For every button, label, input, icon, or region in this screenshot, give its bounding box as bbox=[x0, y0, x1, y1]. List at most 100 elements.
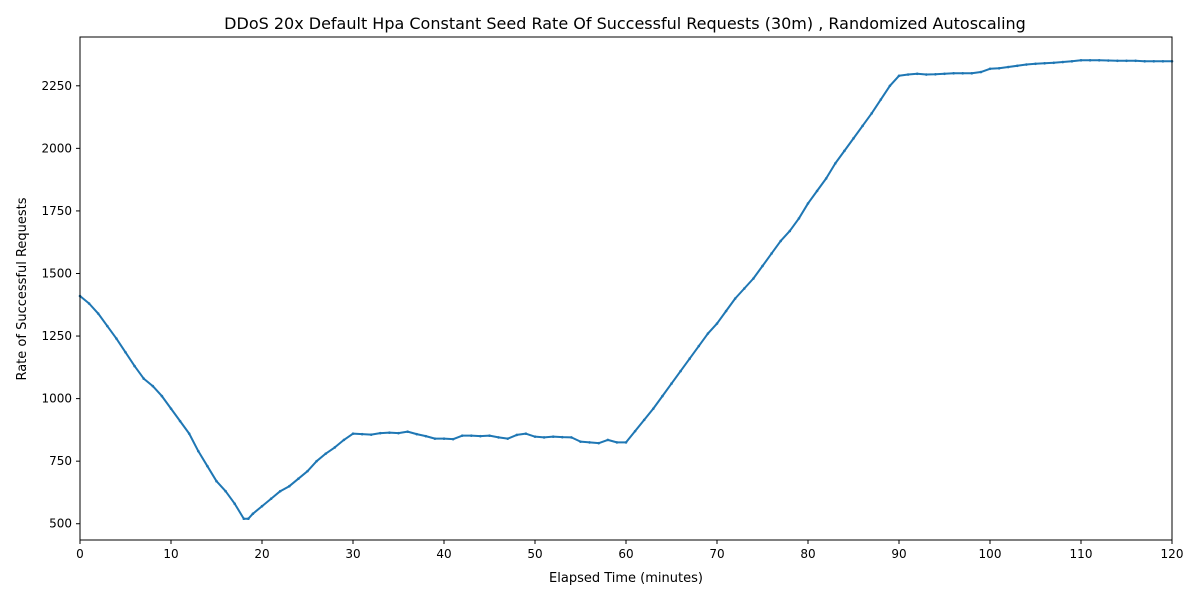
data-point bbox=[133, 364, 136, 368]
data-point bbox=[906, 73, 910, 76]
data-point bbox=[843, 149, 846, 153]
data-point bbox=[797, 217, 801, 220]
data-point bbox=[87, 302, 91, 305]
data-point bbox=[1016, 64, 1019, 68]
x-tick-label: 0 bbox=[76, 547, 84, 561]
data-point bbox=[379, 431, 382, 435]
data-point bbox=[997, 66, 1001, 70]
x-tick-label: 20 bbox=[254, 547, 269, 561]
y-tick-label: 1000 bbox=[41, 392, 72, 406]
data-point bbox=[306, 469, 309, 473]
data-point bbox=[1043, 61, 1046, 65]
data-point bbox=[925, 73, 928, 76]
data-point bbox=[324, 452, 328, 455]
data-point bbox=[297, 477, 300, 480]
data-point bbox=[242, 517, 246, 521]
data-point bbox=[706, 332, 710, 335]
data-point bbox=[606, 438, 610, 442]
data-point bbox=[397, 431, 400, 435]
data-point bbox=[661, 394, 664, 398]
data-point bbox=[96, 312, 100, 315]
data-point bbox=[479, 434, 482, 438]
data-point bbox=[570, 436, 573, 439]
data-point bbox=[733, 297, 737, 300]
series-line bbox=[79, 59, 1172, 520]
data-point bbox=[542, 436, 546, 439]
data-point bbox=[406, 430, 409, 433]
y-tick-label: 750 bbox=[49, 454, 72, 468]
data-point bbox=[879, 98, 883, 101]
y-tick-label: 1500 bbox=[41, 266, 72, 280]
data-point bbox=[724, 309, 728, 313]
data-point bbox=[670, 382, 673, 385]
x-tick-label: 50 bbox=[527, 547, 542, 561]
data-point bbox=[688, 357, 691, 360]
data-point bbox=[351, 432, 355, 435]
x-tick-label: 60 bbox=[618, 547, 633, 561]
data-point bbox=[233, 502, 236, 506]
data-point bbox=[852, 137, 855, 140]
data-point bbox=[861, 124, 864, 128]
data-point bbox=[1006, 65, 1010, 69]
data-point bbox=[187, 432, 191, 435]
data-point bbox=[224, 489, 227, 493]
data-point bbox=[178, 419, 182, 423]
data-point bbox=[952, 71, 955, 75]
data-point bbox=[278, 489, 282, 493]
data-point bbox=[615, 441, 619, 444]
data-point bbox=[697, 344, 701, 348]
data-point bbox=[533, 435, 537, 438]
data-point bbox=[1134, 59, 1137, 63]
data-point bbox=[579, 440, 582, 443]
data-point bbox=[806, 202, 810, 205]
data-point bbox=[247, 517, 250, 521]
data-point bbox=[124, 351, 127, 354]
data-point bbox=[1143, 59, 1146, 63]
y-tick-label: 500 bbox=[49, 517, 72, 531]
data-point bbox=[451, 437, 455, 441]
data-point bbox=[1061, 60, 1065, 64]
y-tick-label: 2000 bbox=[41, 141, 72, 155]
x-tick-label: 10 bbox=[163, 547, 178, 561]
y-tick-label: 1250 bbox=[41, 329, 72, 343]
x-axis-label: Elapsed Time (minutes) bbox=[549, 571, 703, 586]
x-tick-label: 90 bbox=[891, 547, 906, 561]
data-point bbox=[415, 432, 419, 436]
data-point bbox=[1079, 58, 1083, 62]
data-point bbox=[142, 377, 145, 380]
x-tick-label: 40 bbox=[436, 547, 451, 561]
data-point bbox=[1107, 59, 1110, 62]
plot-area bbox=[78, 58, 1174, 521]
y-tick-label: 1750 bbox=[41, 204, 72, 218]
data-point bbox=[506, 437, 510, 440]
data-point bbox=[815, 189, 819, 193]
data-point bbox=[888, 84, 892, 88]
data-point bbox=[1116, 59, 1119, 63]
x-axis: 0 10 20 30 40 50 60 70 80 90 100 110 120 bbox=[76, 540, 1183, 561]
data-point bbox=[215, 479, 218, 483]
data-point bbox=[106, 324, 109, 328]
y-axis-label: Rate of Successful Requests bbox=[15, 197, 30, 380]
data-point bbox=[551, 435, 555, 438]
data-point bbox=[970, 71, 974, 75]
data-point bbox=[761, 264, 764, 268]
data-point bbox=[1125, 59, 1128, 63]
data-point bbox=[1070, 59, 1074, 63]
data-point bbox=[915, 72, 919, 76]
data-point bbox=[824, 177, 828, 180]
data-point bbox=[160, 394, 164, 398]
data-point bbox=[1161, 59, 1165, 63]
data-point bbox=[679, 369, 682, 373]
data-point bbox=[360, 432, 364, 436]
data-point bbox=[460, 434, 464, 437]
data-point bbox=[770, 252, 773, 255]
x-tick-label: 30 bbox=[345, 547, 360, 561]
data-point bbox=[433, 437, 437, 440]
data-point bbox=[206, 464, 209, 468]
x-tick-label: 110 bbox=[1070, 547, 1093, 561]
data-point bbox=[597, 441, 600, 445]
data-point bbox=[979, 70, 983, 74]
data-point bbox=[288, 484, 291, 488]
